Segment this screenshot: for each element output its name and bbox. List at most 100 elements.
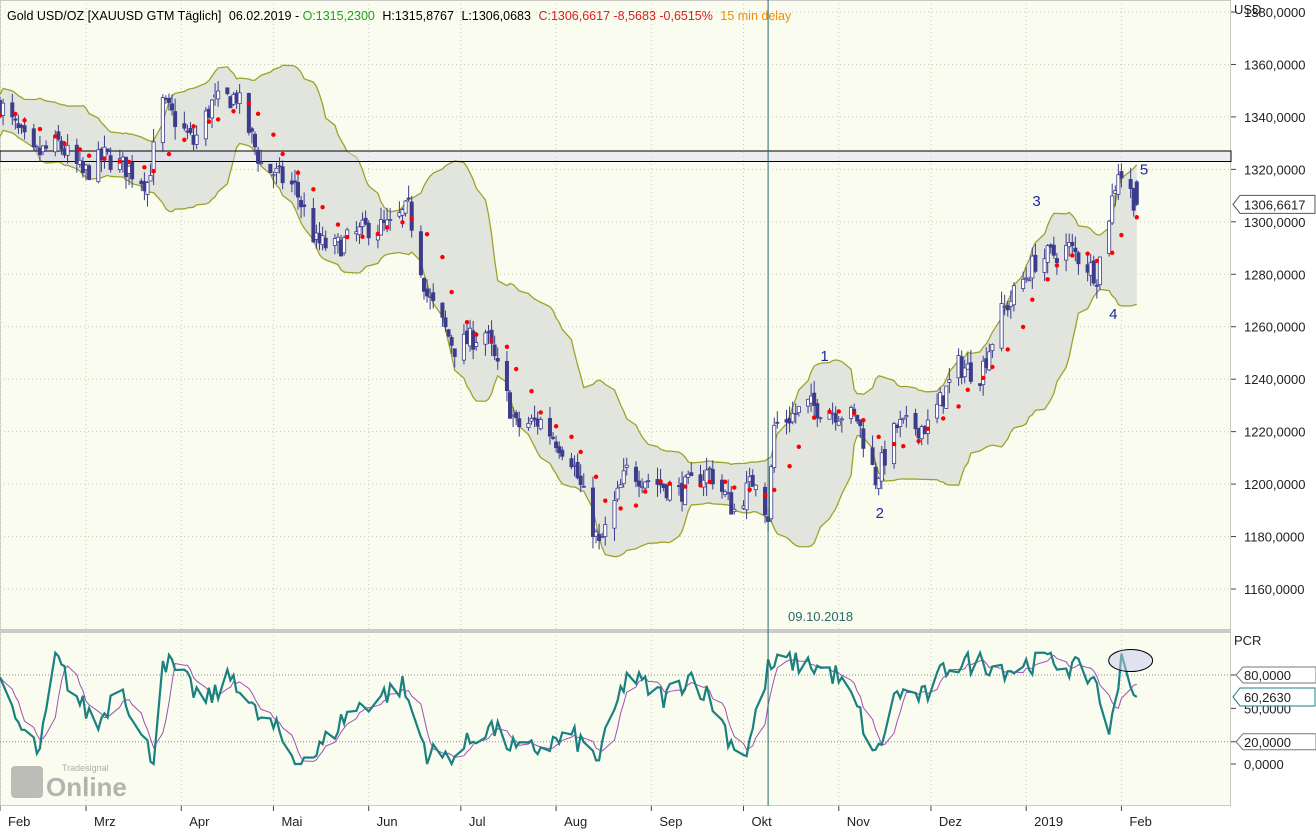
candle-body	[753, 484, 758, 491]
time-axis-label: Feb	[1129, 814, 1151, 829]
candle-body	[981, 360, 986, 386]
sar-dot	[117, 159, 123, 164]
candle-body	[108, 155, 113, 170]
price-axis-label: 1380,0000	[1244, 5, 1305, 20]
candle-body	[495, 358, 500, 362]
candle-body	[302, 204, 307, 207]
candle-body	[10, 102, 15, 118]
candle-body	[1033, 254, 1038, 272]
sar-dot	[1134, 215, 1139, 220]
header-instrument: Gold USD/OZ [XAUUSD GTM Täglich]	[7, 9, 221, 23]
candle-body	[870, 447, 875, 465]
candle-body	[732, 508, 737, 513]
candle-body	[440, 302, 445, 318]
candle-body	[873, 466, 878, 486]
candle-body	[274, 167, 279, 174]
osc-axis-name: PCR	[1234, 633, 1261, 648]
sar-dot	[643, 489, 648, 494]
sar-dot	[489, 338, 494, 343]
parabolic-sar-layer	[0, 101, 1139, 511]
candle-body	[203, 110, 208, 140]
sar-dot	[504, 344, 510, 349]
candle-body	[612, 500, 617, 529]
candle-body	[538, 419, 543, 430]
candle-body	[366, 222, 371, 239]
candle-body	[96, 149, 101, 182]
sar-dot	[449, 289, 454, 295]
candle-body	[999, 303, 1004, 349]
watermark-big-text: Online	[46, 772, 127, 802]
osc-level-tag	[1235, 733, 1316, 751]
candle-body	[1024, 277, 1029, 280]
sar-dot	[142, 165, 147, 170]
candle-body	[225, 87, 230, 94]
candle-body	[615, 487, 620, 500]
candle-body	[959, 356, 964, 378]
candle-body	[22, 125, 27, 133]
candle-body	[44, 145, 49, 149]
sar-dot	[246, 101, 252, 106]
candle-body	[246, 93, 251, 133]
candle-body	[151, 141, 156, 174]
sar-dot	[335, 222, 341, 227]
candle-body	[1027, 279, 1032, 282]
osc-panel-bg	[0, 631, 1232, 807]
candle-body	[299, 199, 304, 208]
candle-body	[170, 103, 175, 111]
candle-body	[876, 477, 881, 489]
watermark-small-text: Tradesignal	[62, 763, 109, 773]
header-high: H:1315,8767	[382, 9, 454, 23]
candle-body	[793, 413, 798, 415]
sar-dot	[941, 416, 946, 421]
sar-dot	[1094, 258, 1100, 264]
time-axis-label: Dez	[939, 814, 962, 829]
sar-dot	[13, 111, 18, 117]
candle-body	[259, 162, 264, 165]
sar-dot	[126, 159, 132, 165]
watermark-logo-icon	[11, 766, 43, 798]
candle-body	[987, 351, 992, 371]
candle-body	[707, 467, 712, 470]
sar-dot	[682, 484, 688, 489]
sar-dot	[474, 332, 479, 337]
candle-body	[59, 140, 64, 150]
time-axis-label: Aug	[564, 814, 587, 829]
candle-body	[689, 472, 694, 477]
sar-dot	[22, 118, 27, 123]
sar-dot	[891, 441, 897, 447]
current-osc-tag-shape	[1232, 687, 1316, 707]
time-axis-label: 2019	[1034, 814, 1063, 829]
price-axis-currency: USD	[1234, 2, 1261, 17]
candle-body	[1076, 252, 1081, 265]
wave-label: 3	[1032, 193, 1040, 210]
candle-body	[944, 385, 949, 409]
osc-axis-label: 80,0000	[1244, 668, 1291, 683]
sar-dot	[440, 254, 445, 260]
current-osc-tag: 60,2630	[1232, 687, 1316, 707]
sar-dot	[796, 444, 802, 450]
candle-body	[1, 102, 6, 116]
wave-label-layer: 1 2 3 4 5	[820, 162, 1148, 523]
oscillator-layer	[0, 649, 1154, 767]
sar-dot	[916, 438, 921, 444]
vline-date-label: 09.10.2018	[788, 609, 853, 624]
sar-dot	[901, 444, 906, 449]
time-axis-label: Nov	[847, 814, 871, 829]
current-osc-tag-text: 60,2630	[1244, 690, 1291, 705]
sar-dot	[603, 498, 608, 503]
candle-body	[861, 428, 866, 449]
candle-body	[253, 133, 258, 148]
sar-dot	[851, 411, 857, 416]
resistance-zone	[0, 150, 1232, 162]
sar-dot	[271, 132, 276, 137]
sar-dot	[1110, 250, 1115, 256]
sar-dot	[876, 434, 881, 440]
candle-body	[461, 333, 466, 361]
bollinger-upper-line	[0, 64, 1138, 466]
candle-body	[249, 128, 254, 132]
candle-body	[280, 166, 285, 184]
current-price-tag-text: 1306,6617	[1244, 197, 1305, 212]
candle-body	[1051, 244, 1056, 256]
candle-body	[839, 418, 844, 421]
candle-body	[1091, 260, 1096, 284]
